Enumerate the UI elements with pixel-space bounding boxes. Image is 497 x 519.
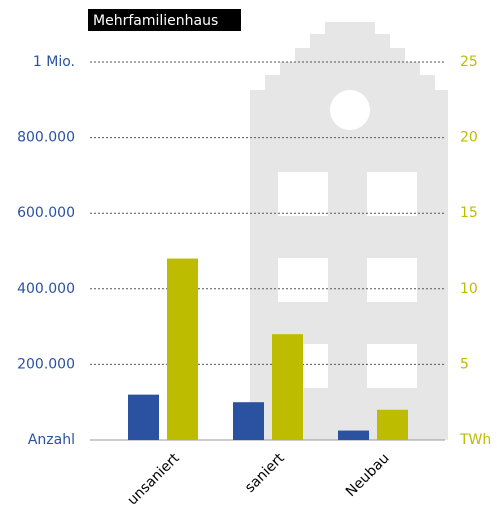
y2-tick-label: 20 [460,130,478,146]
chart-title: Mehrfamilienhaus [93,13,218,29]
y2-tick-label: 10 [460,281,478,297]
bar [128,394,159,440]
x-tick-label: unsaniert [124,450,183,509]
bar [338,430,369,440]
title-box [88,9,241,31]
bar [377,409,408,440]
y-tick-label: 600.000 [17,205,75,221]
y-tick-label: 400.000 [17,281,75,297]
y-tick-label: Anzahl [28,432,75,448]
bar [167,258,198,440]
y2-tick-label: 25 [460,54,478,70]
y-tick-label: 200.000 [17,356,75,372]
bar [233,402,264,440]
x-tick-label: saniert [242,450,288,496]
y-tick-label: 1 Mio. [33,54,75,70]
y-tick-label: 800.000 [17,130,75,146]
y2-tick-label: 5 [460,356,469,372]
y2-tick-label: 15 [460,205,478,221]
bar [272,334,303,440]
x-tick-label: Neubau [343,450,393,500]
y2-tick-label: TWh [459,432,491,448]
